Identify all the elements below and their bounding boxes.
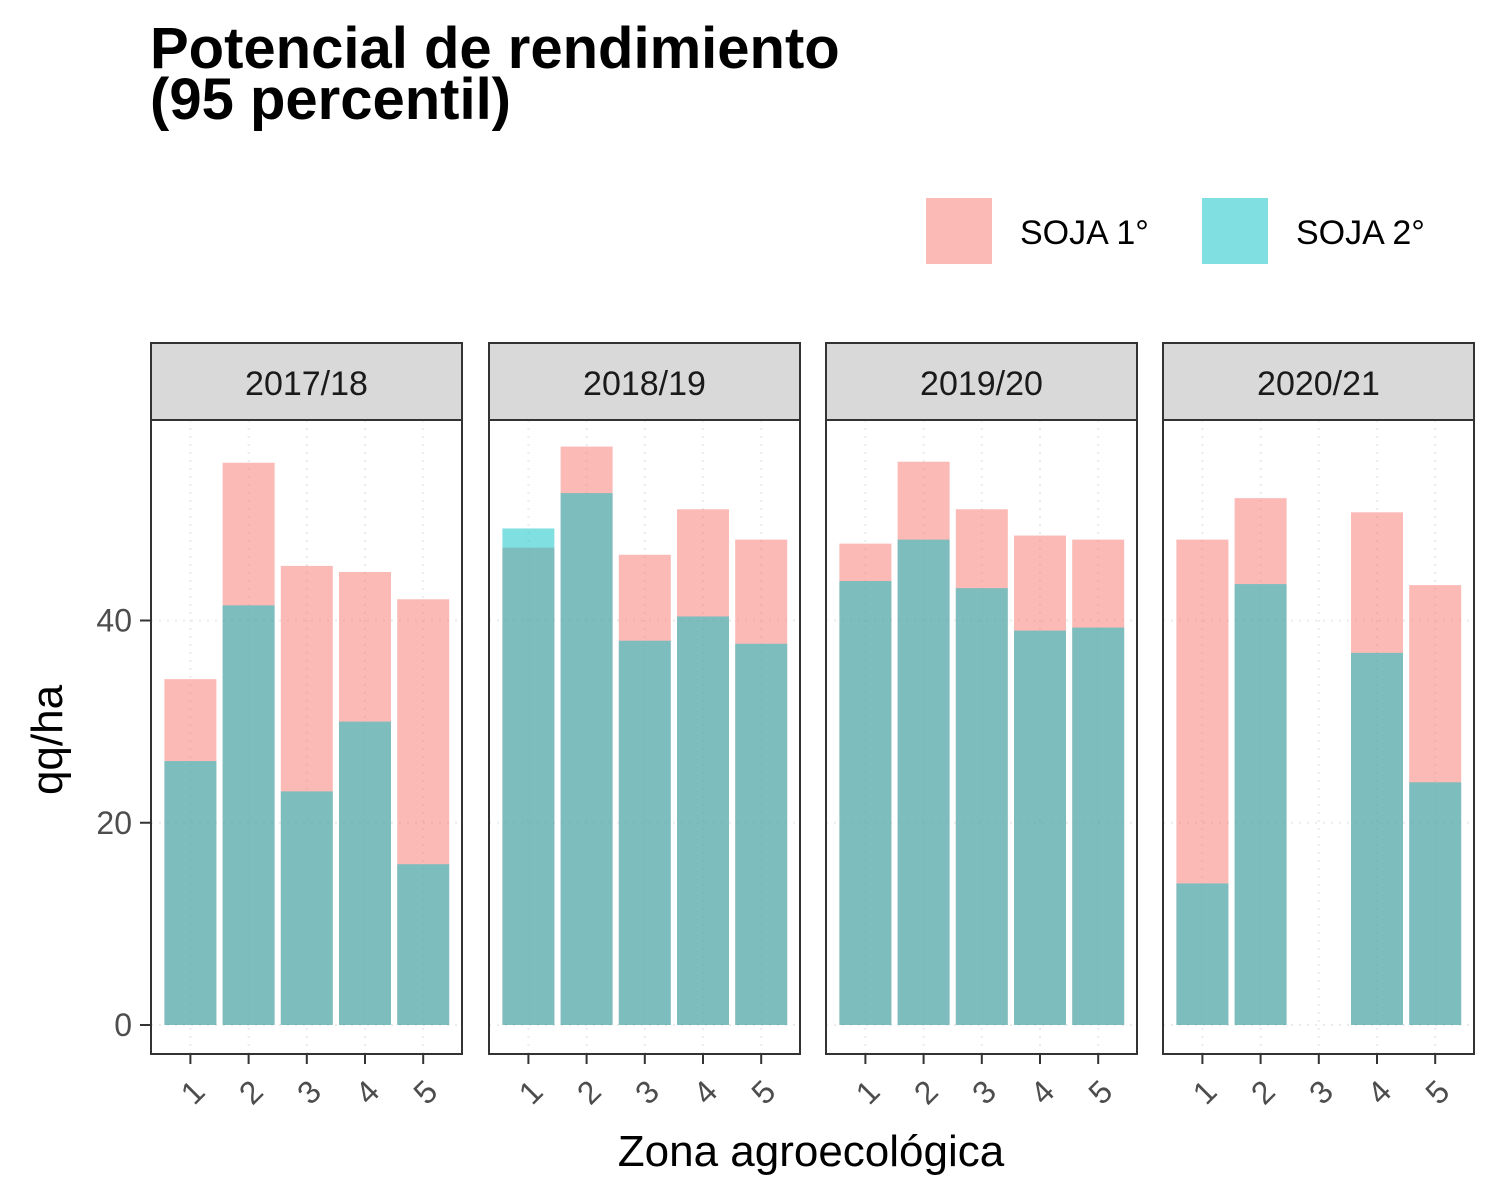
- legend-label-1: SOJA 1°: [1020, 214, 1149, 252]
- bar-soja2-zona-1: [164, 761, 217, 1025]
- x-tick-label: 3: [965, 1073, 1003, 1111]
- bar-soja2-zona-5: [397, 864, 450, 1025]
- x-tick-label: 1: [512, 1073, 550, 1111]
- facet-panel-1: 2017/18 1 2 3 4 5: [150, 342, 463, 1111]
- bar-soja2-zona-5: [735, 643, 788, 1025]
- legend-key-1: [926, 198, 992, 264]
- panel-bars: [839, 461, 1125, 1025]
- x-tick-label: 4: [348, 1073, 386, 1111]
- x-tick-label: 4: [1360, 1073, 1398, 1111]
- y-axis-title: qq/ha: [23, 684, 72, 795]
- x-tick-label: 1: [849, 1073, 887, 1111]
- chart-title-line-1: Potencial de rendimiento: [150, 16, 840, 81]
- x-tick-label: 2: [1244, 1073, 1282, 1111]
- facet-strip-label: 2017/18: [245, 365, 368, 403]
- y-tick-label: 0: [114, 1007, 132, 1043]
- x-axis-title: Zona agroecológica: [618, 1127, 1005, 1176]
- facet-strip: [488, 342, 801, 421]
- bar-soja2-zona-4: [1014, 630, 1066, 1025]
- bar-soja2-zona-2: [222, 605, 275, 1025]
- x-tick-label: 3: [628, 1073, 666, 1111]
- bar-soja2-zona-5: [1409, 782, 1462, 1025]
- x-tick-label: 2: [907, 1073, 945, 1111]
- bar-soja2-zona-4: [677, 616, 729, 1025]
- x-tick-label: 2: [570, 1073, 608, 1111]
- bar-soja2-zona-2: [1234, 584, 1287, 1025]
- x-tick-label: 2: [232, 1073, 270, 1111]
- bar-soja2-zona-2: [560, 493, 613, 1025]
- chart-title-line-2: (95 percentil): [150, 67, 511, 132]
- facet-strip-label: 2020/21: [1257, 365, 1380, 403]
- x-tick-label: 5: [406, 1073, 444, 1111]
- bar-soja2-zona-3: [618, 640, 671, 1025]
- facet-strip-label: 2018/19: [583, 365, 706, 403]
- panel-bars: [502, 446, 788, 1025]
- bar-soja2-zona-3: [955, 588, 1008, 1025]
- bar-soja2-zona-1: [839, 581, 892, 1025]
- bar-soja2-zona-3: [280, 791, 333, 1025]
- y-tick-label: 20: [96, 805, 132, 841]
- bar-soja2-zona-2: [897, 539, 950, 1025]
- bar-soja2-zona-1: [1176, 883, 1229, 1025]
- legend-label-2: SOJA 2°: [1296, 214, 1425, 252]
- facet-strip-label: 2019/20: [920, 365, 1043, 403]
- bar-soja2-zona-4: [339, 721, 391, 1025]
- chart-title: Potencial de rendimiento(95 percentil): [150, 16, 840, 132]
- x-tick-label: 5: [1418, 1073, 1456, 1111]
- facet-panel-3: 2019/20 1 2 3 4 5: [825, 342, 1138, 1111]
- panel-bars: [1176, 498, 1462, 1025]
- facet-strip: [1162, 342, 1475, 421]
- x-tick-label: 3: [290, 1073, 328, 1111]
- y-axis: 0 20 40: [96, 603, 151, 1043]
- facet-strip: [150, 342, 463, 421]
- x-tick-label: 5: [744, 1073, 782, 1111]
- bar-soja2-zona-4: [1351, 652, 1403, 1025]
- facet-panel-2: 2018/19 1 2 3 4 5: [488, 342, 801, 1111]
- facet-strip: [825, 342, 1138, 421]
- x-tick-label: 5: [1081, 1073, 1119, 1111]
- bar-soja2-zona-5: [1072, 627, 1125, 1025]
- facet-panel-4: 2020/21 1 2 3 4 5: [1162, 342, 1475, 1111]
- y-tick-label: 40: [96, 603, 132, 639]
- x-tick-label: 4: [686, 1073, 724, 1111]
- x-tick-label: 1: [1186, 1073, 1224, 1111]
- legend-key-2: [1202, 198, 1268, 264]
- bar-soja2-zona-1: [502, 528, 555, 1025]
- x-tick-label: 4: [1023, 1073, 1061, 1111]
- x-tick-label: 3: [1302, 1073, 1340, 1111]
- x-tick-label: 1: [174, 1073, 212, 1111]
- legend: SOJA 1° SOJA 2°: [926, 198, 1425, 264]
- panel-bars: [164, 462, 450, 1025]
